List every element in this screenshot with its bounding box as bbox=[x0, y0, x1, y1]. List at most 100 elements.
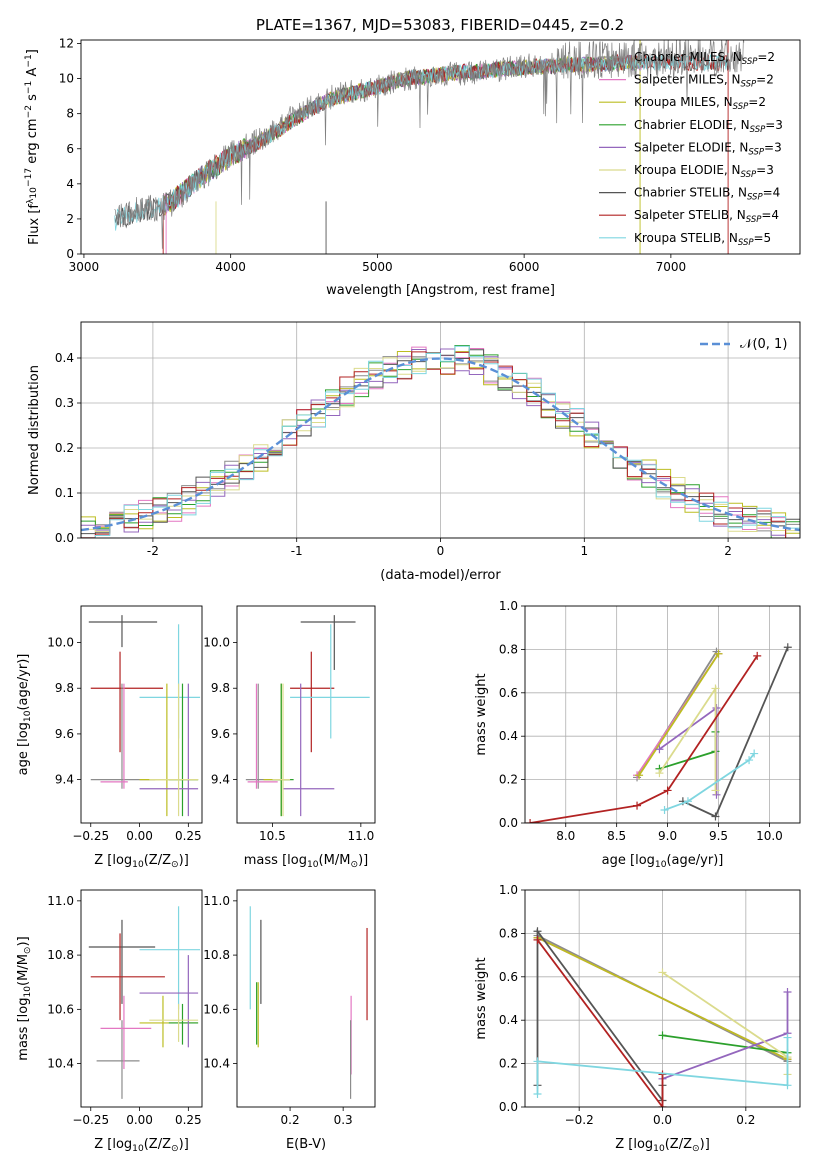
panel-spectrum: 3000 4000 5000 6000 7000 0 2 4 6 8 10 12 wavelength … bbox=[24, 37, 801, 298]
mass-weight-line bbox=[662, 1034, 788, 1054]
label-part: −1 bbox=[24, 54, 34, 67]
label-part: s bbox=[25, 94, 40, 105]
label-part: 10 bbox=[29, 187, 39, 199]
mass-weight-marker bbox=[783, 1033, 792, 1042]
mass-weight-marker bbox=[711, 786, 720, 795]
label-part: )] bbox=[700, 1137, 710, 1152]
plot-area bbox=[88, 906, 201, 1099]
y-tick-label: 9.6 bbox=[211, 727, 230, 741]
legend-entry: Chabrier MILES, NSSP=2 bbox=[634, 50, 775, 67]
mass-weight-line bbox=[537, 936, 788, 1061]
mass-weight-line bbox=[664, 753, 755, 811]
y-axis-label: age [log10(age/yr)] bbox=[16, 654, 33, 776]
x-tick-label: 6000 bbox=[509, 260, 540, 274]
y-tick-label: 11.0 bbox=[47, 894, 74, 908]
x-axis-label: wavelength [Angstrom, rest frame] bbox=[326, 283, 555, 298]
plot-area bbox=[245, 615, 370, 817]
legend-name: Chabrier ELODIE, N bbox=[634, 118, 750, 132]
label-part: mass [log bbox=[16, 998, 31, 1061]
panel-age_vs_Z: −0.25 0.00 0.259.49.69.810.0Z [log10(Z/Z⊙)… bbox=[16, 605, 203, 870]
legend-name: Salpeter MILES, N bbox=[634, 73, 741, 87]
y-tick-label: 0.6 bbox=[499, 686, 518, 700]
axes-frame bbox=[80, 321, 801, 539]
mass-weight-marker bbox=[783, 1081, 792, 1090]
label-part: Z [log bbox=[94, 853, 132, 868]
x-tick-label: 0.3 bbox=[334, 1113, 353, 1127]
legend-entry: Salpeter MILES, NSSP=2 bbox=[634, 73, 774, 90]
mass-weight-marker bbox=[712, 647, 721, 656]
x-axis-label: mass [log10(M/M⊙)] bbox=[244, 853, 368, 870]
y-tick-label: 1.0 bbox=[499, 599, 518, 613]
axes-frame bbox=[236, 605, 376, 824]
x-tick-label: 7000 bbox=[656, 260, 687, 274]
y-tick-label: 10.0 bbox=[47, 636, 74, 650]
label-part: age [log bbox=[602, 853, 655, 868]
y-tick-label: 1.0 bbox=[499, 883, 518, 897]
label-part: 10 bbox=[132, 860, 144, 870]
legend-entry: Salpeter ELODIE, NSSP=3 bbox=[634, 140, 782, 157]
y-tick-label: 10 bbox=[59, 72, 74, 86]
legend-entry: 𝒩(0, 1) bbox=[740, 337, 787, 352]
x-tick-label: 0.00 bbox=[126, 1113, 153, 1127]
label-part: λ bbox=[26, 198, 36, 204]
x-tick-label: 8.5 bbox=[607, 829, 626, 843]
legend-sub: SSP bbox=[741, 80, 757, 90]
y-tick-label: 0.1 bbox=[55, 486, 74, 500]
mass-weight-marker bbox=[633, 801, 642, 810]
y-tick-label: 9.4 bbox=[55, 773, 74, 787]
y-tick-label: 10.8 bbox=[203, 948, 230, 962]
mass-weight-line bbox=[536, 939, 664, 1107]
legend-sub: SSP bbox=[738, 238, 754, 248]
legend-nssp: =2 bbox=[756, 73, 774, 87]
y-tick-label: 10.4 bbox=[47, 1057, 74, 1071]
mass-weight-marker bbox=[745, 756, 754, 765]
y-tick-label: 0.8 bbox=[499, 642, 518, 656]
y-tick-label: 0.2 bbox=[499, 1057, 518, 1071]
plot-area bbox=[525, 606, 800, 823]
label-part: )] bbox=[179, 853, 189, 868]
mass-weight-marker bbox=[711, 684, 720, 693]
mass-weight-marker bbox=[660, 805, 669, 814]
x-tick-label: −0.2 bbox=[565, 1113, 594, 1127]
legend-sub: SSP bbox=[750, 125, 766, 135]
mass-weight-marker bbox=[712, 790, 721, 799]
x-tick-label: 8.0 bbox=[556, 829, 575, 843]
legend-sub: SSP bbox=[748, 147, 764, 157]
mass-weight-line bbox=[529, 655, 758, 823]
label-part: 10 bbox=[132, 1144, 144, 1154]
x-tick-label: 2 bbox=[724, 544, 732, 558]
x-tick-label: 0.25 bbox=[175, 829, 202, 843]
y-tick-label: 0.0 bbox=[499, 1100, 518, 1114]
y-tick-label: 0.2 bbox=[55, 441, 74, 455]
axes-frame bbox=[524, 605, 801, 824]
x-tick-label: −0.25 bbox=[72, 829, 109, 843]
x-tick-label: 0 bbox=[437, 544, 445, 558]
label-part: 10 bbox=[655, 860, 667, 870]
y-tick-label: 6 bbox=[66, 142, 74, 156]
mass-weight-line bbox=[536, 928, 664, 1104]
y-axis-label: Flux [fλ10−17 erg cm−2 s−1 A−1] bbox=[24, 49, 42, 245]
x-tick-label: 0.2 bbox=[281, 1113, 300, 1127]
legend-name: Chabrier STELIB, N bbox=[634, 186, 747, 200]
residual-histogram bbox=[81, 345, 800, 538]
mass-weight-marker bbox=[711, 812, 720, 821]
label-part: (Z/Z bbox=[144, 1137, 171, 1152]
y-tick-label: 9.8 bbox=[55, 681, 74, 695]
legend-sub: SSP bbox=[733, 102, 749, 112]
y-tick-label: 11.0 bbox=[203, 894, 230, 908]
label-part: (M/M bbox=[319, 853, 351, 868]
y-tick-label: 12 bbox=[59, 37, 74, 51]
legend-nssp: =4 bbox=[761, 208, 779, 222]
legend-nssp: =5 bbox=[754, 231, 772, 245]
legend-entry: Kroupa ELODIE, NSSP=3 bbox=[634, 163, 774, 180]
y-tick-label: 9.8 bbox=[211, 681, 230, 695]
legend-nssp: =3 bbox=[756, 163, 774, 177]
mass-weight-marker bbox=[683, 797, 692, 806]
legend-entry: Chabrier ELODIE, NSSP=3 bbox=[634, 118, 783, 135]
y-tick-label: 4 bbox=[66, 177, 74, 191]
label-part: ⊙ bbox=[350, 860, 358, 870]
x-tick-label: 9.0 bbox=[658, 829, 677, 843]
x-tick-label: 0.25 bbox=[175, 1113, 202, 1127]
x-axis-label: E(B-V) bbox=[286, 1137, 326, 1152]
